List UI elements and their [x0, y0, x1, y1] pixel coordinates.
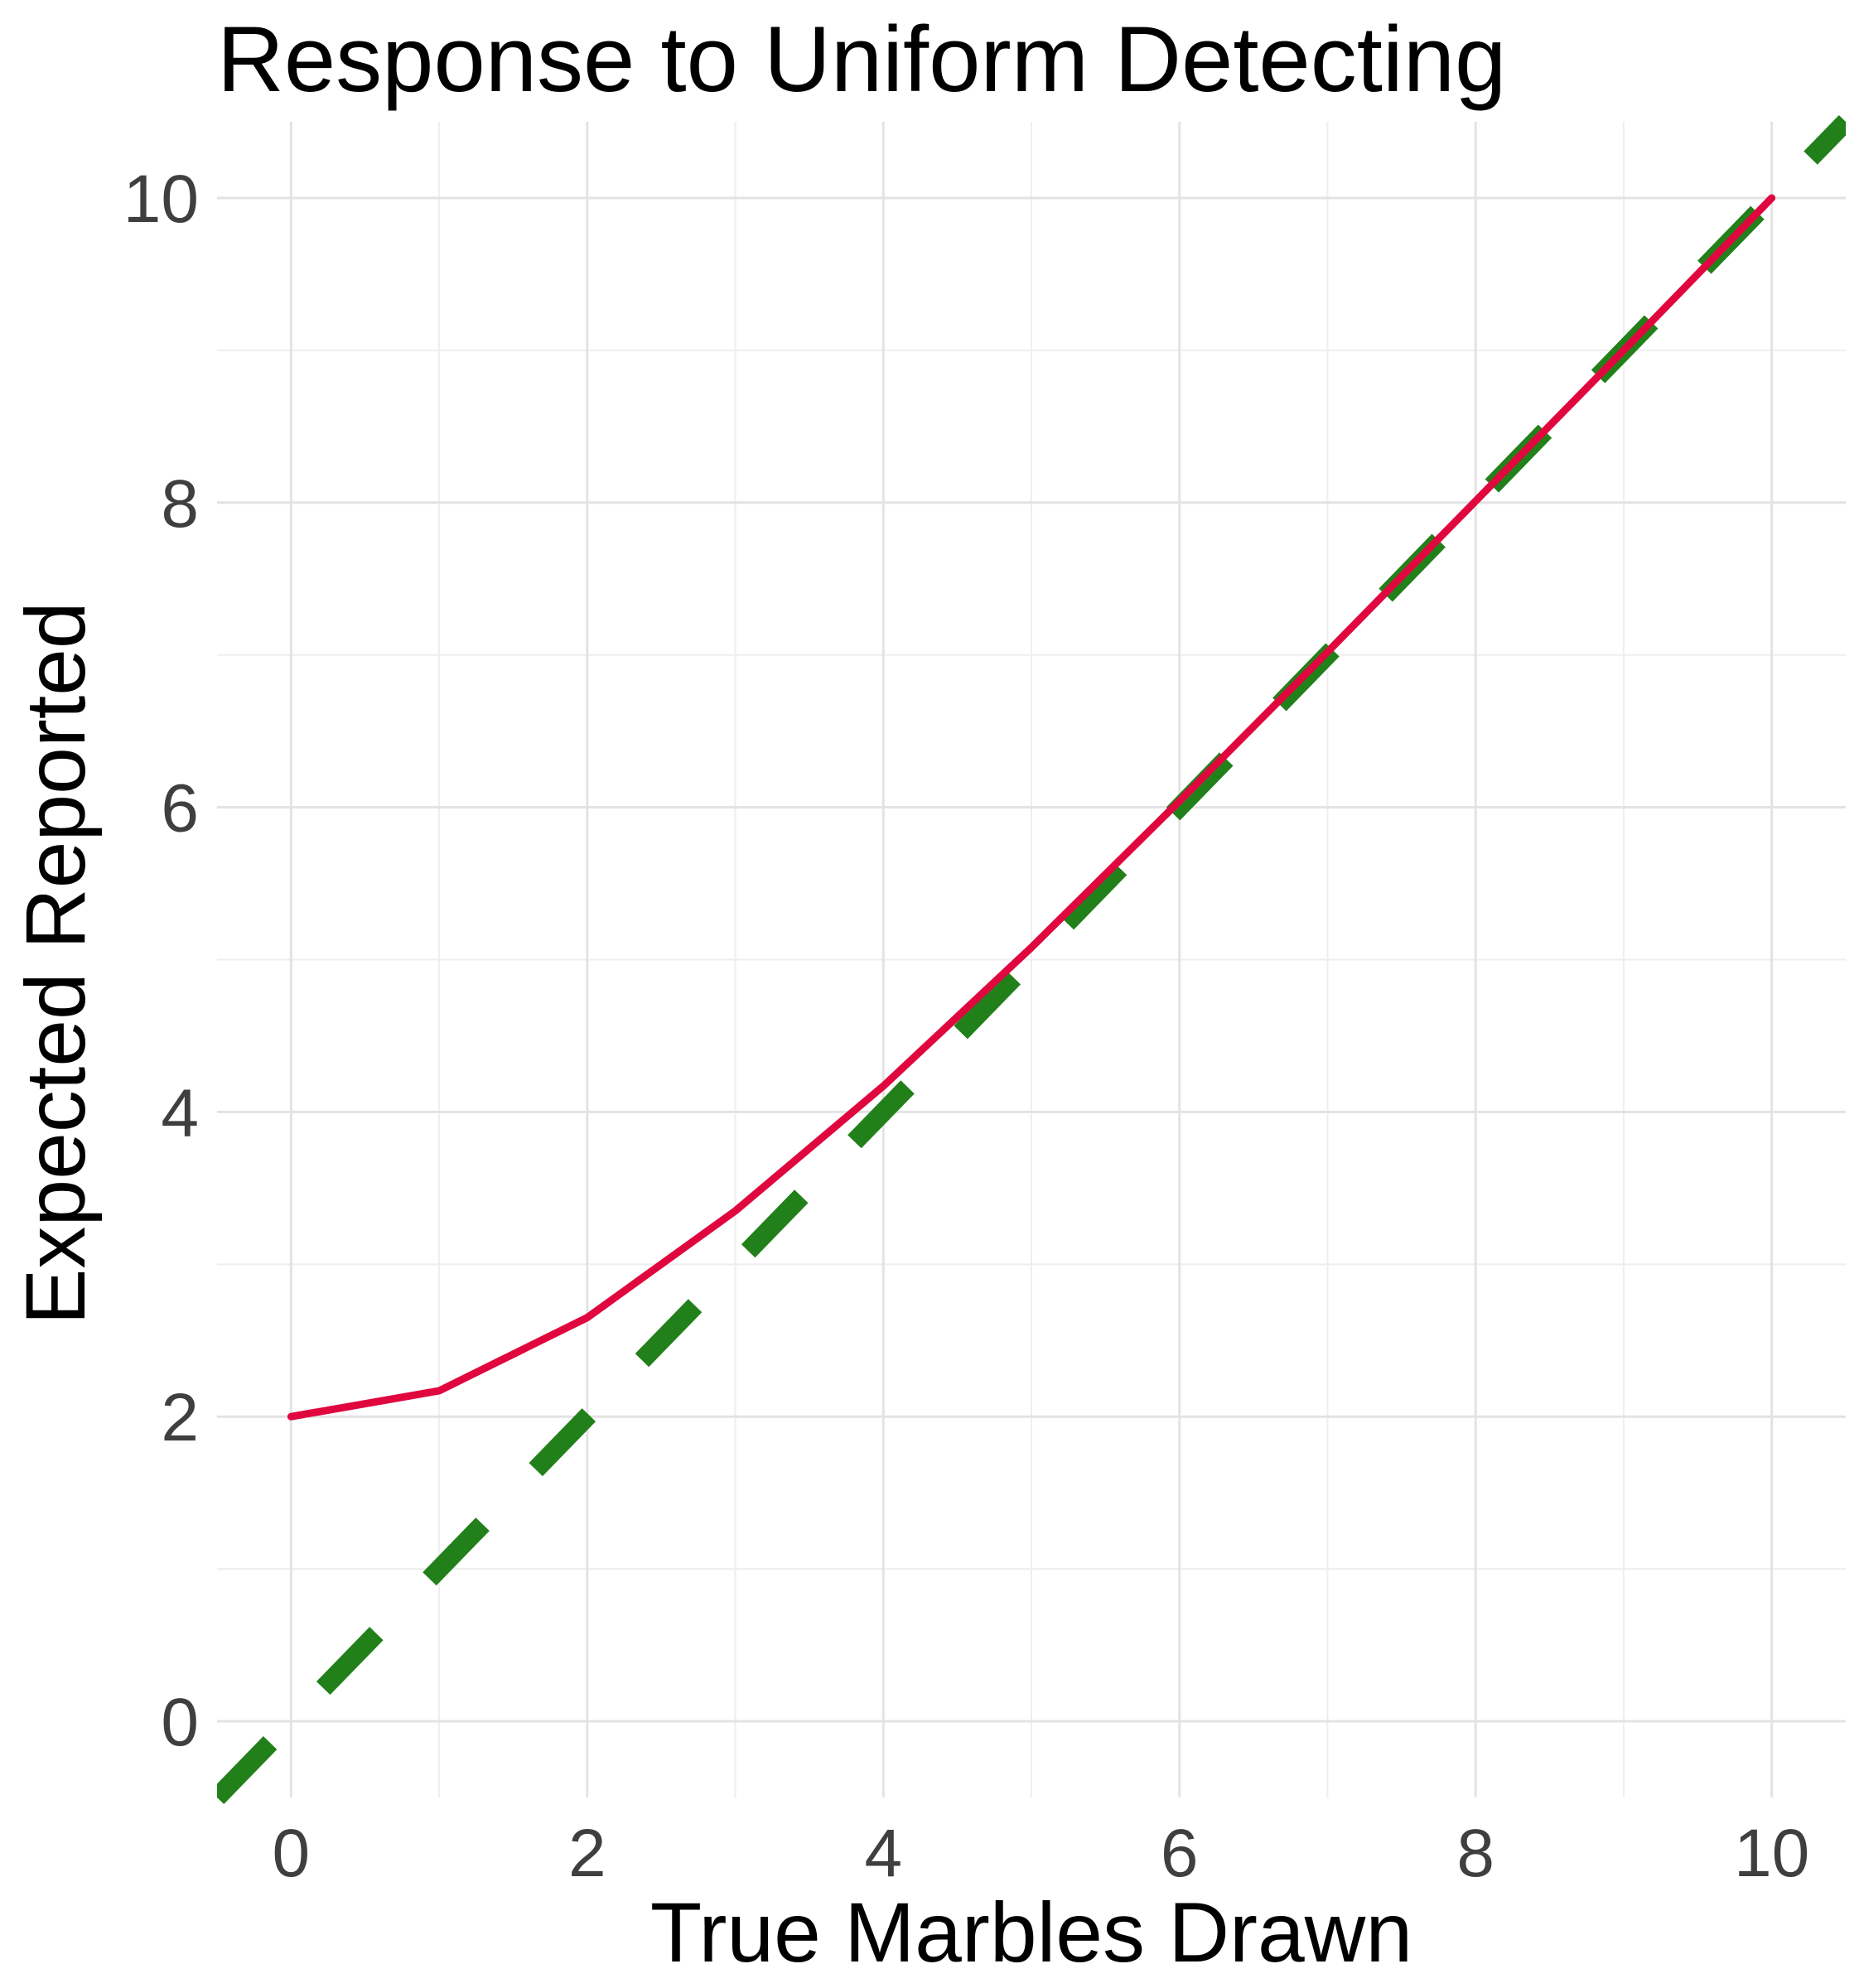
x-tick-label: 6 [1161, 1816, 1199, 1891]
y-tick-label: 6 [161, 771, 199, 847]
y-tick-label: 10 [123, 162, 199, 237]
x-tick-label: 10 [1734, 1816, 1809, 1891]
x-axis-title: True Marbles Drawn [650, 1885, 1412, 1980]
series-layer [217, 114, 1846, 1805]
grid [217, 122, 1846, 1797]
y-tick-label: 0 [161, 1685, 199, 1760]
chart-title: Response to Uniform Detecting [217, 7, 1506, 111]
x-tick-label: 8 [1456, 1816, 1495, 1891]
ticks: 0 2 4 6 8 10 0 2 4 6 8 10 [123, 162, 1809, 1891]
y-axis-title: Expected Reported [8, 601, 103, 1325]
x-tick-label: 2 [568, 1816, 606, 1891]
x-tick-label: 4 [864, 1816, 902, 1891]
y-tick-label: 4 [161, 1075, 199, 1151]
solid-response-line [287, 194, 1776, 1421]
y-tick-label: 2 [161, 1380, 199, 1455]
y-tick-label: 8 [161, 466, 199, 542]
x-tick-label: 0 [273, 1816, 311, 1891]
